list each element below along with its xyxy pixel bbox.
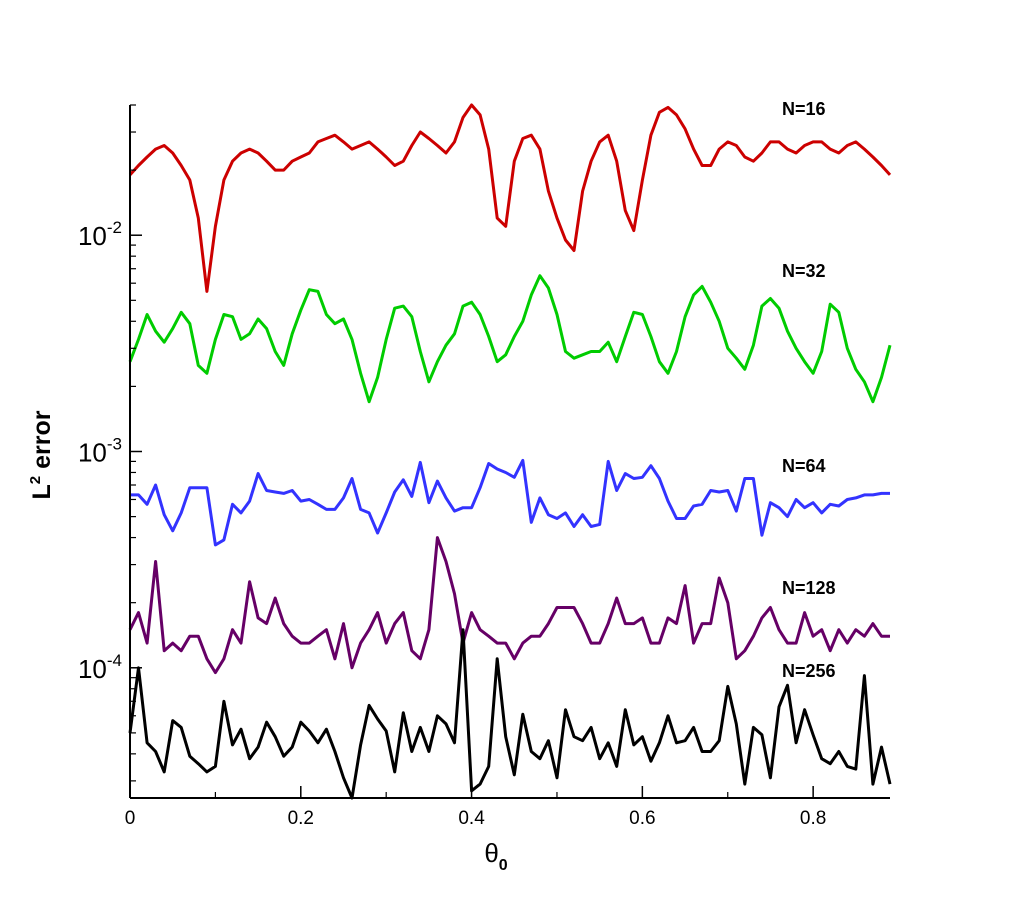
x-axis-title: θ0 (484, 838, 507, 874)
series-label-n256: N=256 (782, 661, 836, 681)
plot-background (130, 105, 890, 798)
x-tick-label: 0.2 (288, 808, 314, 829)
series-layer (128, 103, 892, 800)
series-line-n16 (128, 103, 892, 293)
plot-area (130, 105, 890, 798)
labels-layer: N=16 N=32 N=64 N=128 N=256 (782, 99, 836, 681)
y-tick-label: 10-2 (78, 218, 122, 251)
series-line-n32 (128, 274, 892, 404)
series-label-n64: N=64 (782, 456, 826, 476)
x-tick-label: 0.8 (800, 808, 826, 829)
y-tick-label: 10-4 (78, 651, 122, 684)
x-tick-label: 0.6 (629, 808, 655, 829)
series-line-n256 (128, 628, 892, 800)
series-label-n16: N=16 (782, 99, 826, 119)
x-tick-label: 0.4 (458, 808, 485, 829)
series-line-n128 (128, 536, 890, 675)
y-axis-title: L2 error (27, 410, 56, 499)
x-tick-label: 0 (125, 808, 136, 829)
y-tick-label: 10-3 (78, 435, 122, 468)
ticks-layer: 0 0.2 0.4 0.6 0.8 10-4 10-3 10-2 (78, 104, 826, 829)
series-label-n128: N=128 (782, 578, 836, 598)
series-label-n32: N=32 (782, 261, 826, 281)
series-line-n64 (130, 458, 890, 547)
